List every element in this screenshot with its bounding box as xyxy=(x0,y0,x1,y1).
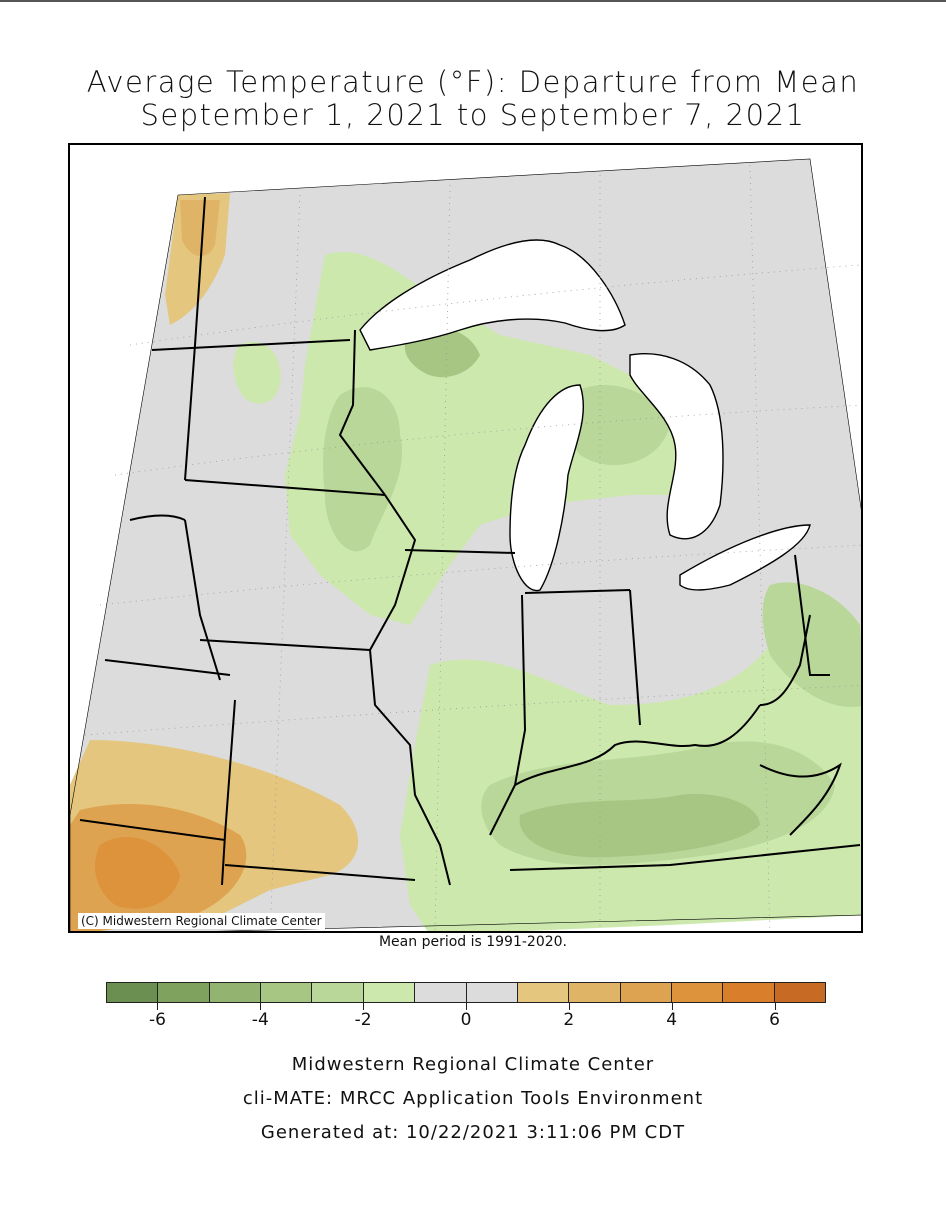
boundary-oh-pa xyxy=(794,554,830,676)
green-area-east-ohio xyxy=(762,582,861,707)
legend-swatch xyxy=(517,983,570,1002)
boundary-ks-mo xyxy=(221,699,236,886)
footer-tool: cli-MATE: MRCC Application Tools Environ… xyxy=(242,1088,704,1109)
map-frame: (C) Midwestern Regional Climate Center xyxy=(68,143,863,933)
top-rule xyxy=(0,0,946,2)
warm-anomaly-areas xyxy=(70,193,358,931)
boundary-ia-il xyxy=(369,494,417,651)
boundary-domain-outline xyxy=(70,158,861,931)
boundary-ne-ia xyxy=(184,519,221,681)
warm-area-kansas-core xyxy=(95,836,180,909)
legend-swatch xyxy=(209,983,262,1002)
legend-tick-label: 0 xyxy=(460,1010,472,1030)
legend-ticks xyxy=(106,1003,826,1011)
legend-swatch xyxy=(774,983,826,1002)
green-area-kentucky-core xyxy=(519,794,760,858)
footer-generated: Generated at: 10/22/2021 3:11:06 PM CDT xyxy=(260,1122,686,1143)
map-title: Average Temperature (°F): Departure from… xyxy=(86,65,860,99)
warm-area-northwest-core xyxy=(180,200,220,257)
boundary-wi-il xyxy=(404,549,516,554)
boundary-in-oh xyxy=(629,589,641,726)
boundary-ia-mo xyxy=(199,639,371,651)
great-lakes xyxy=(359,239,811,592)
legend-tick xyxy=(774,1003,776,1010)
legend-tick-label: 4 xyxy=(666,1010,678,1030)
state-boundaries xyxy=(70,158,861,931)
color-legend xyxy=(106,982,826,1003)
legend-tick xyxy=(157,1003,159,1010)
legend-swatch xyxy=(620,983,672,1002)
boundary-mo-ar xyxy=(224,864,416,881)
legend-tick xyxy=(568,1003,570,1010)
legend-swatch xyxy=(671,983,724,1002)
boundary-mi-in xyxy=(524,589,631,594)
legend-tick-label: 6 xyxy=(769,1010,780,1030)
legend-swatch xyxy=(723,983,775,1002)
boundary-sd-ne xyxy=(129,514,186,521)
boundary-mn-wi xyxy=(338,329,386,496)
lake-michigan xyxy=(509,384,584,592)
boundary-mn-ia xyxy=(184,479,386,496)
legend-tick-label: -6 xyxy=(148,1010,166,1030)
boundary-ks-ok xyxy=(79,819,226,841)
legend-swatch xyxy=(312,983,364,1002)
lake-huron xyxy=(629,353,724,540)
boundary-nd-sd xyxy=(151,339,351,351)
boundary-mo-il xyxy=(369,649,451,886)
legend-tick xyxy=(363,1003,365,1010)
lake-superior xyxy=(359,239,626,351)
graticule xyxy=(84,164,861,931)
legend-tick xyxy=(260,1003,262,1010)
legend-swatch xyxy=(158,983,210,1002)
boundary-in-ky xyxy=(514,704,761,786)
legend-swatch xyxy=(415,983,467,1002)
legend-swatch xyxy=(569,983,621,1002)
map-svg xyxy=(70,145,861,931)
map-subtitle-dates: September 1, 2021 to September 7, 2021 xyxy=(140,98,806,132)
legend-swatch xyxy=(107,983,159,1002)
legend-swatch xyxy=(363,983,416,1002)
boundary-wv-va xyxy=(759,762,842,836)
legend-tick xyxy=(671,1003,673,1010)
copyright-label: (C) Midwestern Regional Climate Center xyxy=(78,913,325,929)
legend-tick xyxy=(466,1003,467,1010)
legend-tick-label: 2 xyxy=(563,1010,575,1030)
green-area-mn-west xyxy=(233,341,281,404)
mean-period-note: Mean period is 1991-2020. xyxy=(378,934,568,950)
boundary-ky-tn xyxy=(509,844,861,871)
lake-erie xyxy=(679,524,811,591)
legend-tick-label: -2 xyxy=(354,1010,372,1030)
boundary-nd-mn xyxy=(184,196,206,481)
boundary-il-in xyxy=(489,594,527,836)
green-area-lower-michigan xyxy=(564,385,670,465)
legend-swatch xyxy=(466,983,518,1002)
boundary-ne-ks xyxy=(104,659,231,676)
footer-org: Midwestern Regional Climate Center xyxy=(291,1054,655,1075)
legend-tick-label: -4 xyxy=(251,1010,269,1030)
legend-swatch xyxy=(261,983,313,1002)
boundary-oh-ky-wv xyxy=(759,614,811,706)
